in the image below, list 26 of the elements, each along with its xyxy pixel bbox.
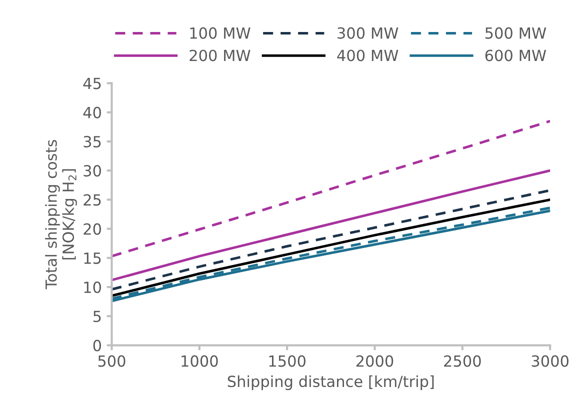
y-tick-label: 10 — [84, 282, 101, 294]
line-series — [112, 169, 550, 282]
y-tick-label: 25 — [84, 194, 101, 206]
legend-label: 500 MW — [485, 27, 546, 39]
x-tick-label: 1000 — [182, 355, 218, 367]
y-tick-label: 45 — [83, 78, 101, 90]
y-tick-label: 0 — [93, 340, 101, 352]
legend-label: 300 MW — [338, 27, 398, 39]
y-tick-label: 15 — [84, 252, 101, 264]
x-tick-label: 3000 — [532, 355, 569, 367]
x-axis-title: Shipping distance [km/trip] — [228, 375, 434, 390]
legend-label: 600 MW — [485, 50, 546, 62]
y-axis-title: Total shipping costs [NOK/kg H$_{2}$] — [45, 140, 77, 290]
legend-label: 100 MW — [190, 27, 250, 39]
x-tick-label: 500 — [98, 355, 126, 367]
legend-label: 200 MW — [190, 50, 250, 62]
y-tick-label: 35 — [84, 136, 101, 148]
y-tick-label: 30 — [84, 165, 101, 177]
y-tick-label: 40 — [83, 106, 101, 118]
x-tick-label: 2000 — [356, 355, 394, 367]
legend-label: 400 MW — [337, 50, 398, 62]
y-tick-label: 20 — [84, 223, 101, 235]
x-tick-label: 2500 — [444, 355, 481, 367]
y-tick-label: 5 — [93, 310, 101, 322]
x-tick-label: 1500 — [269, 355, 306, 367]
line-series — [112, 120, 550, 258]
